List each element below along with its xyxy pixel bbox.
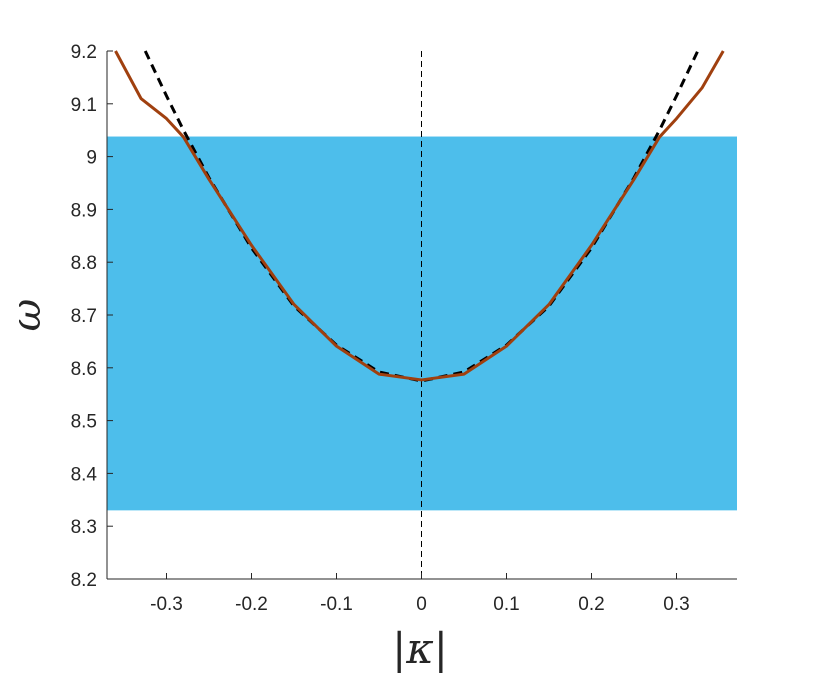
y-tick-label: 9 [86, 148, 97, 169]
x-ticks: -0.3 -0.2 -0.1 0 0.1 0.2 0.3 [150, 573, 690, 615]
x-axis-label: |κ| [392, 624, 448, 673]
y-tick-label: 8.3 [71, 517, 97, 538]
x-tick-label: -0.1 [320, 594, 353, 615]
y-tick-label: 9.1 [71, 95, 97, 116]
y-axis-label: ω [4, 299, 50, 332]
y-tick-label: 8.4 [71, 464, 98, 485]
x-tick-label: -0.2 [235, 594, 268, 615]
series-layer [114, 50, 725, 383]
y-tick-label: 8.6 [71, 359, 97, 380]
y-tick-label: 8.8 [71, 253, 97, 274]
y-tick-label: 8.5 [71, 412, 97, 433]
y-tick-label: 8.9 [71, 200, 97, 221]
x-tick-label: 0.2 [578, 594, 604, 615]
plot-area: -0.3 -0.2 -0.1 0 0.1 0.2 0.3 8.28.38.48.58.68.… [71, 42, 737, 615]
x-tick-label: 0.3 [663, 594, 689, 615]
x-tick-label: 0 [416, 594, 427, 615]
x-tick-label: 0.1 [493, 594, 519, 615]
series-dashed-line [143, 50, 700, 383]
y-ticks: 8.2 8.3 8.4 8.5 8.6 8.7 8.8 8.9 9 9.1 9.2 [71, 42, 113, 591]
series-solid-line [114, 50, 725, 382]
y-tick-label: 8.7 [71, 306, 97, 327]
x-tick-label: -0.3 [150, 594, 183, 615]
y-tick-label: 9.2 [71, 42, 97, 63]
y-tick-label: 8.2 [71, 570, 97, 591]
